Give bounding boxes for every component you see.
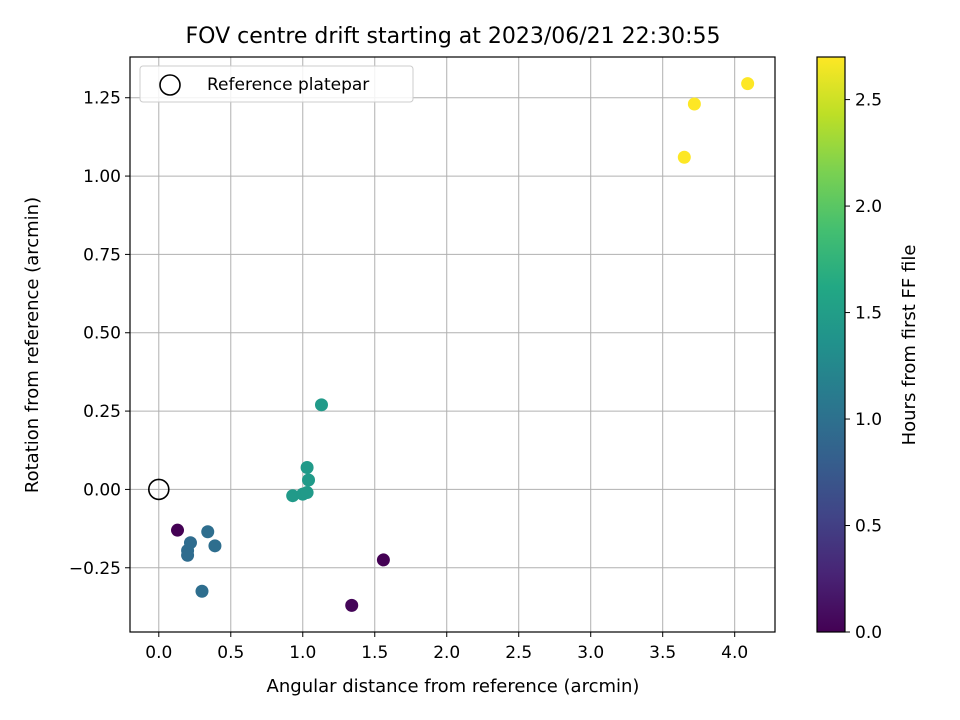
scatter-point bbox=[302, 473, 316, 487]
x-tick-label: 0.0 bbox=[145, 643, 172, 663]
x-tick-label: 2.5 bbox=[505, 643, 532, 663]
legend-marker-icon bbox=[159, 74, 181, 96]
scatter-point bbox=[741, 77, 755, 91]
y-tick-label: 0.75 bbox=[83, 245, 121, 265]
colorbar-tick-label: 1.0 bbox=[855, 410, 882, 430]
colorbar bbox=[816, 56, 846, 633]
colorbar-tick-label: 0.0 bbox=[855, 623, 882, 643]
x-tick-label: 1.0 bbox=[289, 643, 316, 663]
scatter-point bbox=[171, 523, 185, 537]
y-tick-label: 0.00 bbox=[83, 480, 121, 500]
scatter-point bbox=[376, 553, 390, 567]
y-tick-label: −0.25 bbox=[69, 559, 121, 579]
scatter-point bbox=[300, 486, 314, 500]
legend-box bbox=[139, 65, 414, 103]
y-tick-label: 1.00 bbox=[83, 167, 121, 187]
y-axis-label: Rotation from reference (arcmin) bbox=[22, 197, 43, 493]
colorbar-tick-label: 2.5 bbox=[855, 91, 882, 111]
scatter-point bbox=[314, 398, 328, 412]
scatter-point bbox=[345, 598, 359, 612]
colorbar-label: Hours from first FF file bbox=[899, 245, 920, 446]
legend: Reference platepar bbox=[139, 65, 414, 103]
y-tick-label: 0.50 bbox=[83, 324, 121, 344]
y-tick-label: 0.25 bbox=[83, 402, 121, 422]
x-axis-ticks: 0.0 0.5 1.0 1.5 2.0 2.5 3.0 3.5 4.0 bbox=[145, 632, 748, 663]
colorbar-tick-label: 2.0 bbox=[855, 197, 882, 217]
scatter-point bbox=[201, 525, 215, 539]
scatter-point bbox=[183, 536, 197, 550]
y-axis-ticks: −0.25 0.00 0.25 0.50 0.75 1.00 1.25 bbox=[69, 89, 130, 579]
x-tick-label: 0.5 bbox=[217, 643, 244, 663]
scatter-point bbox=[286, 489, 300, 503]
x-tick-label: 3.5 bbox=[649, 643, 676, 663]
scatter-point bbox=[687, 97, 701, 111]
chart-title: FOV centre drift starting at 2023/06/21 … bbox=[186, 24, 721, 49]
colorbar-tick-label: 1.5 bbox=[855, 304, 882, 324]
data-points bbox=[171, 77, 755, 612]
grid bbox=[130, 57, 775, 632]
x-tick-label: 3.0 bbox=[577, 643, 604, 663]
legend-label-reference-platepar: Reference platepar bbox=[207, 75, 369, 95]
reference-point-marker bbox=[147, 478, 170, 501]
scatter-point bbox=[300, 460, 314, 474]
y-tick-label: 1.25 bbox=[83, 89, 121, 109]
scatter-point bbox=[195, 584, 209, 598]
colorbar-tick-label: 0.5 bbox=[855, 517, 882, 537]
x-tick-label: 4.0 bbox=[721, 643, 748, 663]
x-tick-label: 2.0 bbox=[433, 643, 460, 663]
scatter-point bbox=[677, 150, 691, 164]
scatter-point bbox=[208, 539, 222, 553]
x-axis-label: Angular distance from reference (arcmin) bbox=[267, 676, 640, 697]
scatter-point bbox=[181, 548, 195, 562]
plot-frame bbox=[129, 56, 776, 633]
colorbar-ticks: 0.0 0.5 1.0 1.5 2.0 2.5 bbox=[845, 91, 882, 643]
x-tick-label: 1.5 bbox=[361, 643, 388, 663]
